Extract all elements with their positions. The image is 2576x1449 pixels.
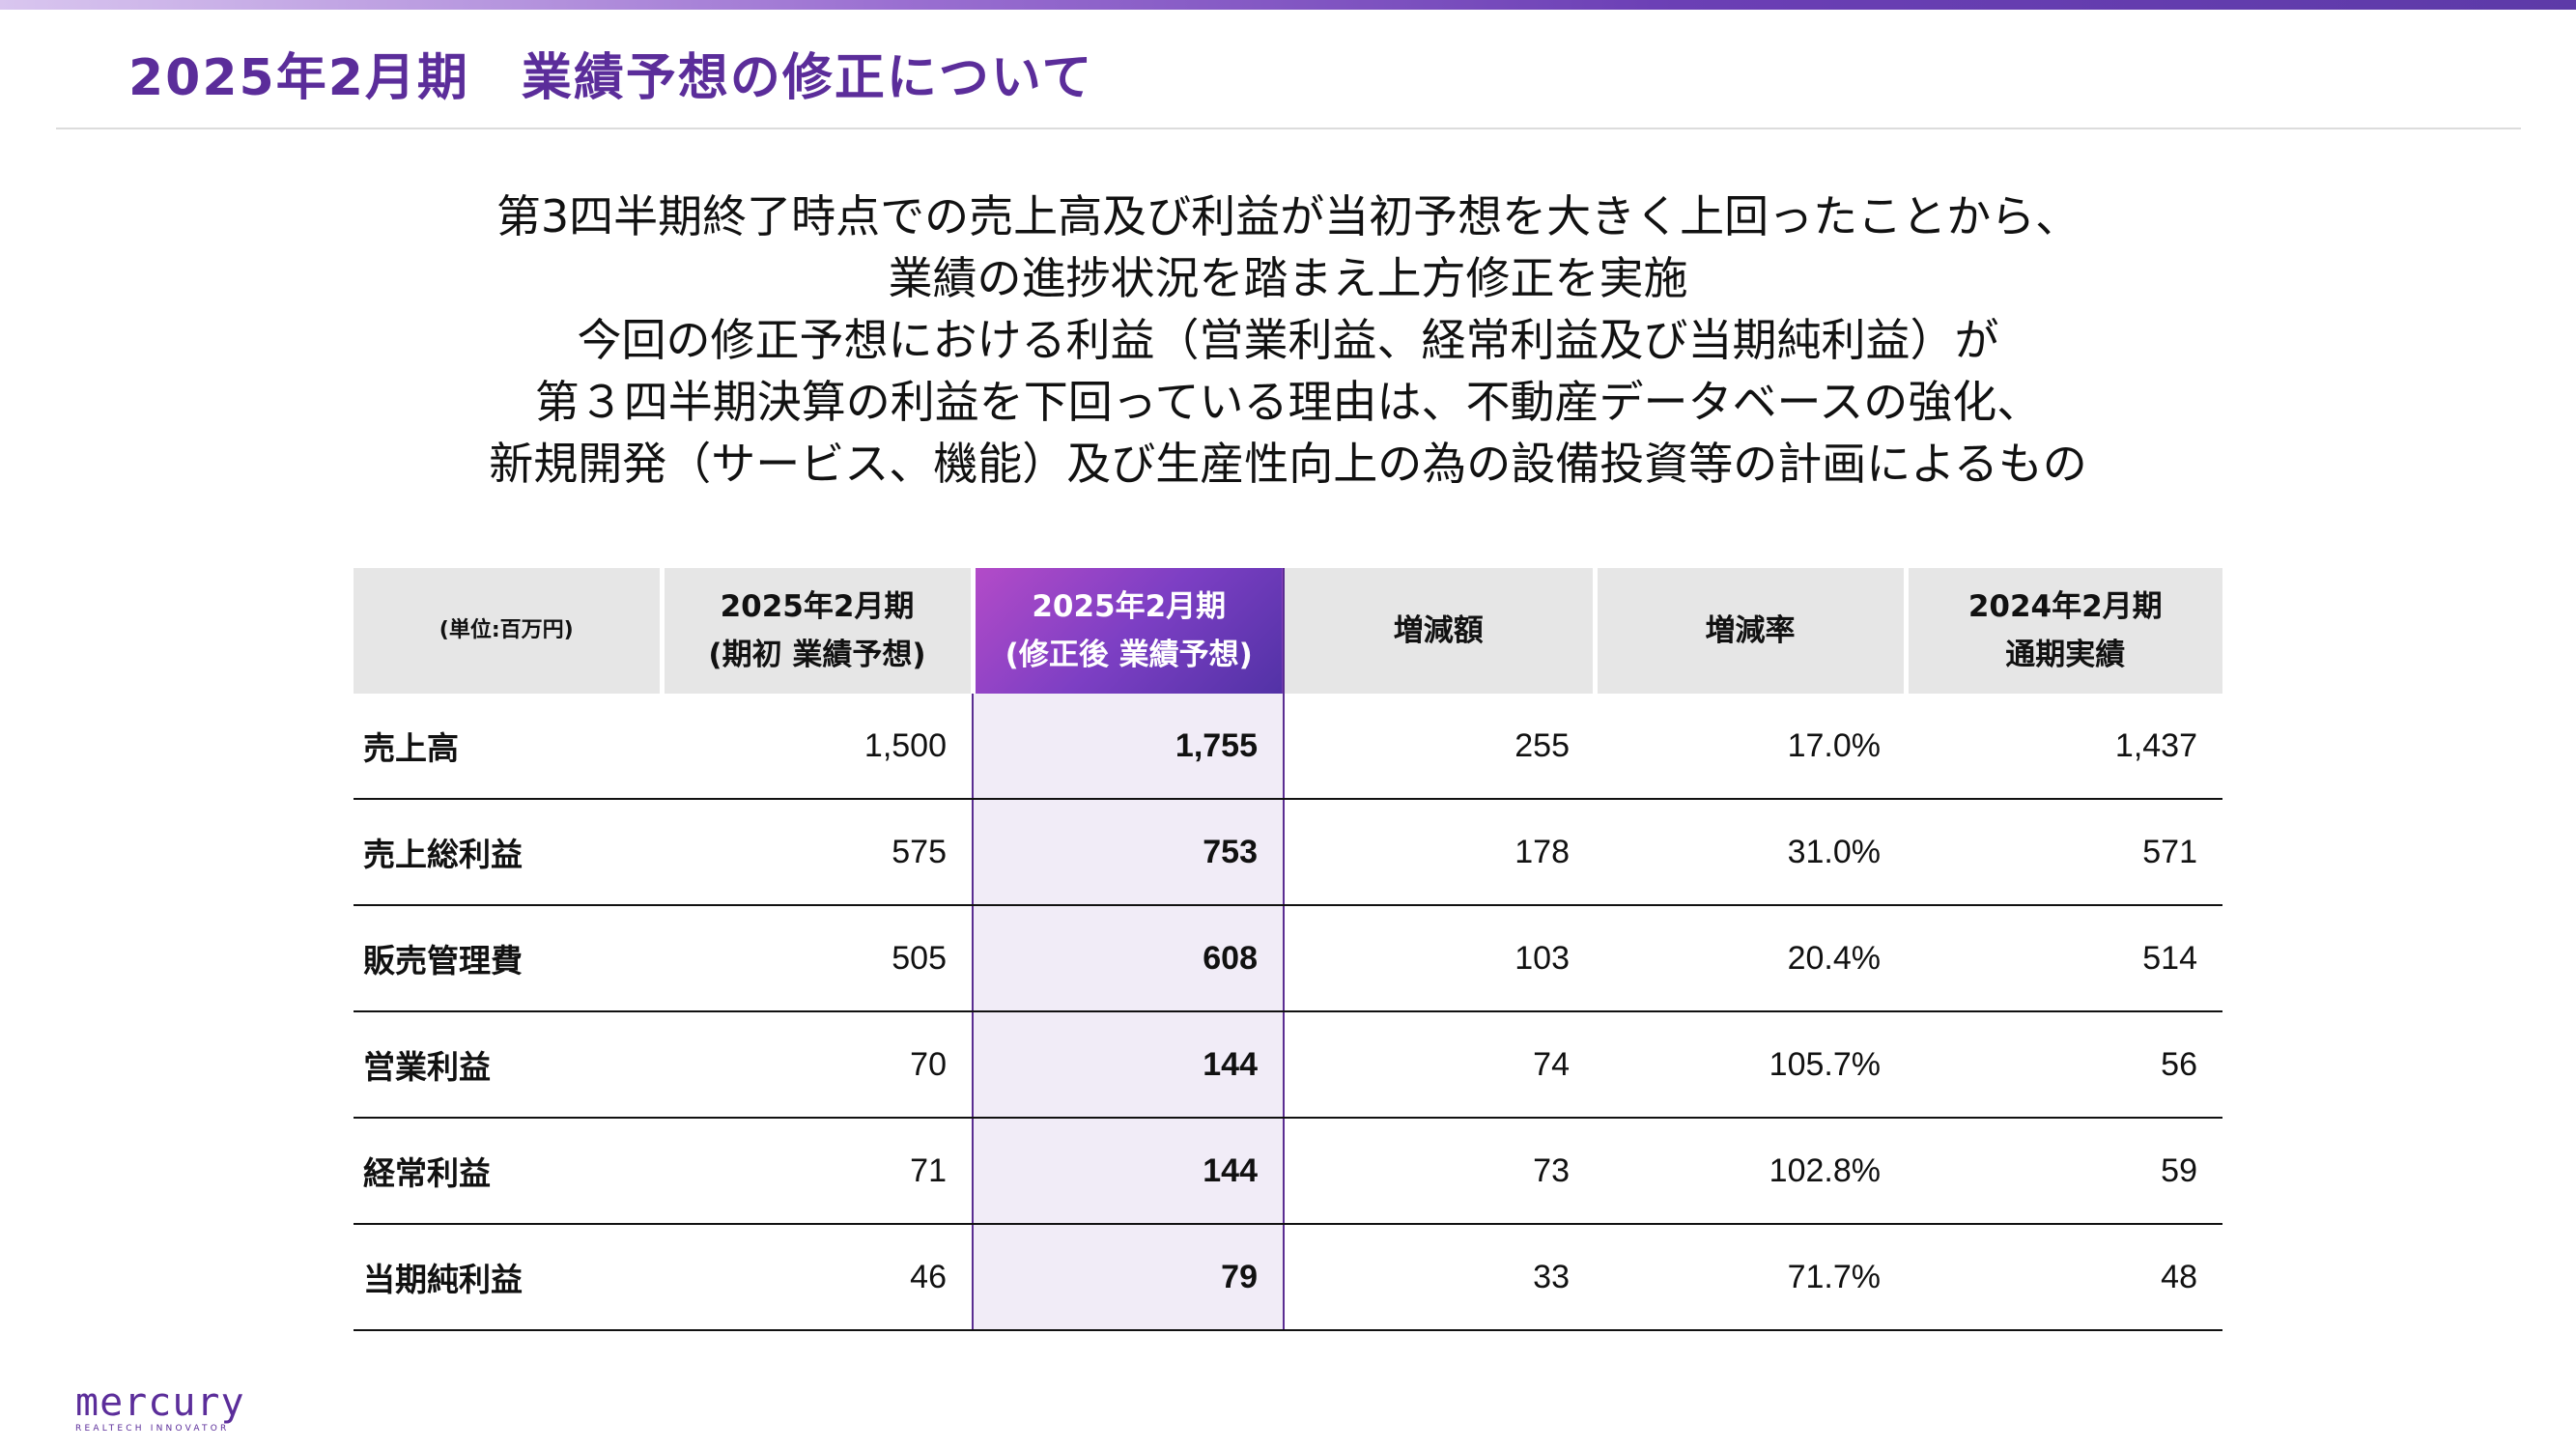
cell-rate: 102.8% [1595, 1118, 1906, 1225]
row-label: 販売管理費 [354, 905, 662, 1012]
header-change-amount: 増減額 [1284, 568, 1598, 694]
page-title: 2025年2月期 業績予想の修正について [128, 49, 1094, 107]
cell-change: 74 [1284, 1011, 1595, 1119]
header-line: 2025年2月期 [1032, 589, 1227, 624]
cell-revised: 608 [972, 905, 1285, 1012]
summary-line: 業績の進捗状況を踏まえ上方修正を実施 [888, 252, 1688, 304]
forecast-revision-table: (単位:百万円) 2025年2月期 (期初 業績予想) 2025年2月期 (修正… [354, 568, 2222, 1331]
header-line: 2024年2月期 [1967, 589, 2163, 624]
header-line: 増減率 [1705, 613, 1796, 648]
row-label: 当期純利益 [354, 1224, 662, 1331]
cell-rate: 31.0% [1595, 799, 1906, 906]
cell-rate: 71.7% [1595, 1224, 1906, 1331]
row-label: 経常利益 [354, 1118, 662, 1225]
table-header-row: (単位:百万円) 2025年2月期 (期初 業績予想) 2025年2月期 (修正… [354, 568, 2222, 694]
cell-change: 178 [1284, 799, 1595, 906]
cell-revised: 79 [972, 1224, 1285, 1331]
table-row: 売上総利益 575 753 178 31.0% 571 [354, 799, 2222, 906]
table-row: 当期純利益 46 79 33 71.7% 48 [354, 1224, 2222, 1331]
cell-initial: 575 [662, 799, 973, 906]
unit-label: (単位:百万円) [354, 568, 665, 694]
cell-revised: 144 [972, 1118, 1285, 1225]
cell-prior: 1,437 [1906, 694, 2222, 800]
summary-line: 第3四半期終了時点での売上高及び利益が当初予想を大きく上回ったことから、 [495, 190, 2081, 242]
table-row: 販売管理費 505 608 103 20.4% 514 [354, 905, 2222, 1012]
title-divider [56, 128, 2521, 129]
cell-rate: 17.0% [1595, 694, 1906, 800]
cell-revised: 144 [972, 1011, 1285, 1119]
cell-prior: 514 [1906, 905, 2222, 1012]
summary-line: 新規開発（サービス、機能）及び生産性向上の為の設備投資等の計画によるもの [489, 438, 2087, 490]
logo-tagline: REALTECH INNOVATOR [75, 1424, 230, 1434]
cell-prior: 59 [1906, 1118, 2222, 1225]
cell-initial: 505 [662, 905, 973, 1012]
summary-text: 第3四半期終了時点での売上高及び利益が当初予想を大きく上回ったことから、 業績の… [193, 185, 2383, 495]
table-row: 売上高 1,500 1,755 255 17.0% 1,437 [354, 694, 2222, 800]
summary-line: 今回の修正予想における利益（営業利益、経常利益及び当期純利益）が [577, 314, 1999, 366]
header-line: 増減額 [1393, 613, 1484, 648]
header-line: 通期実績 [2005, 638, 2126, 672]
company-logo: mercury REALTECH INNOVATOR [75, 1383, 245, 1434]
header-line: (期初 業績予想) [708, 638, 926, 672]
row-label: 売上高 [354, 694, 662, 800]
cell-initial: 70 [662, 1011, 973, 1119]
header-change-rate: 増減率 [1595, 568, 1909, 694]
cell-revised: 1,755 [972, 694, 1285, 800]
cell-change: 73 [1284, 1118, 1595, 1225]
cell-initial: 46 [662, 1224, 973, 1331]
table-row: 経常利益 71 144 73 102.8% 59 [354, 1118, 2222, 1225]
table-row: 営業利益 70 144 74 105.7% 56 [354, 1011, 2222, 1119]
header-line: 2025年2月期 [720, 589, 915, 624]
cell-prior: 56 [1906, 1011, 2222, 1119]
cell-prior: 571 [1906, 799, 2222, 906]
header-revised-forecast: 2025年2月期 (修正後 業績予想) [972, 568, 1285, 694]
header-prior-actual: 2024年2月期 通期実績 [1906, 568, 2222, 694]
summary-line: 第３四半期決算の利益を下回っている理由は、不動産データベースの強化、 [534, 376, 2042, 428]
cell-change: 255 [1284, 694, 1595, 800]
cell-rate: 105.7% [1595, 1011, 1906, 1119]
cell-revised: 753 [972, 799, 1285, 906]
cell-initial: 1,500 [662, 694, 973, 800]
cell-prior: 48 [1906, 1224, 2222, 1331]
header-line: (修正後 業績予想) [1005, 638, 1253, 672]
row-label: 営業利益 [354, 1011, 662, 1119]
header-initial-forecast: 2025年2月期 (期初 業績予想) [662, 568, 976, 694]
cell-rate: 20.4% [1595, 905, 1906, 1012]
top-accent-bar [0, 0, 2576, 10]
logo-wordmark: mercury [75, 1380, 245, 1425]
cell-change: 103 [1284, 905, 1595, 1012]
cell-change: 33 [1284, 1224, 1595, 1331]
cell-initial: 71 [662, 1118, 973, 1225]
row-label: 売上総利益 [354, 799, 662, 906]
